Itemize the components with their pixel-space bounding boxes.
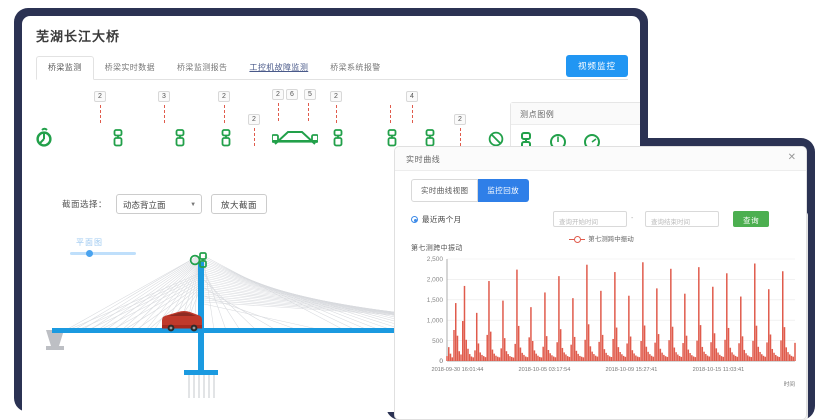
sensor-group-2b[interactable]: 2 xyxy=(218,91,232,152)
date-range-separator: - xyxy=(631,215,634,222)
plan-view-label: 平面图 xyxy=(76,238,103,247)
sensor-group-2d[interactable]: 2 xyxy=(330,91,344,152)
section-select[interactable]: 动态背立面 ▼ xyxy=(116,194,203,214)
modal-tab-group: 实时曲线视图 监控回放 xyxy=(411,179,530,202)
tab-monitor-playback[interactable]: 监控回放 xyxy=(478,179,530,202)
chart-series xyxy=(446,262,796,361)
sensor-strip: 2 3 2 xyxy=(36,89,506,154)
alarm-bell-icon[interactable] xyxy=(36,127,54,147)
sensor-group-2a[interactable]: 2 xyxy=(94,91,124,152)
sensor-icon[interactable] xyxy=(386,129,398,147)
legend-panel-title: 测点图例 xyxy=(511,103,640,125)
sensor-group-dash-a[interactable] xyxy=(384,105,398,152)
sensor-badge: 6 xyxy=(286,89,298,100)
svg-text:0: 0 xyxy=(439,358,443,365)
sensor-badge: 2 xyxy=(272,89,284,100)
svg-text:2018-09-30 16:01:44: 2018-09-30 16:01:44 xyxy=(431,367,483,373)
section-select-label: 截面选择： xyxy=(62,199,108,209)
modal-title: 实时曲线 xyxy=(406,155,441,164)
svg-text:0: 0 xyxy=(439,358,443,365)
sensor-icon[interactable] xyxy=(424,129,436,147)
query-button[interactable]: 查询 xyxy=(733,211,770,227)
modal-header: 实时曲线 ✕ xyxy=(395,147,806,171)
tab-system-alarm[interactable]: 桥梁系统报警 xyxy=(330,63,381,72)
close-icon[interactable]: ✕ xyxy=(787,152,796,163)
sensor-icon[interactable] xyxy=(174,129,186,147)
sensor-group-no-entry[interactable] xyxy=(488,129,504,152)
tab-monitoring-report[interactable]: 桥梁监测报告 xyxy=(177,63,228,72)
tab-realtime-data[interactable]: 桥梁实时数据 xyxy=(104,63,156,72)
page-title: 芜湖长江大桥 xyxy=(36,29,121,44)
video-monitor-button[interactable]: 视频监控 xyxy=(565,55,628,77)
bridge-cables-left xyxy=(65,255,199,331)
tab-bridge-monitoring[interactable]: 桥梁监测 xyxy=(36,56,94,80)
tab-ipc-fault-monitoring[interactable]: 工控机故障监测 xyxy=(249,63,309,72)
tab-realtime-curve-view[interactable]: 实时曲线视图 xyxy=(411,179,479,202)
start-time-input[interactable]: 查询开始时间 xyxy=(553,211,627,227)
pier-piles xyxy=(188,375,215,398)
pylon-sensor-icon[interactable] xyxy=(189,252,207,268)
radio-button[interactable] xyxy=(411,216,418,223)
svg-text:1,500: 1,500 xyxy=(427,297,444,304)
chart-y-axis-labels: 0 500 1,000 1,500 2,000 2,500 xyxy=(427,256,444,365)
chart-x-axis-labels: 2018-09-30 16:01:44 2018-10-05 03:17:54 20… xyxy=(431,358,744,373)
vehicle-icon xyxy=(162,311,202,332)
vibration-chart: 0 500 1,000 1,500 2,000 2,500 2018-09-30 16:0… xyxy=(427,256,796,388)
svg-text:1,000: 1,000 xyxy=(427,317,444,324)
bridge-abutment xyxy=(46,330,64,350)
sensor-badge: 3 xyxy=(158,91,170,102)
sensor-badge: 5 xyxy=(304,89,316,100)
query-row: 最近两个月 查询开始时间 - 查询结束时间 查询 xyxy=(411,211,795,231)
sensor-badge: 2 xyxy=(218,91,230,102)
no-entry-icon[interactable] xyxy=(488,129,504,147)
chart-x-axis-title: 时间 xyxy=(784,380,796,388)
sensor-icon[interactable] xyxy=(112,129,124,147)
section-select-value: 动态背立面 xyxy=(123,200,166,210)
bridge-sensor-icon[interactable] xyxy=(271,127,319,147)
svg-text:2018-10-09 15:27:41: 2018-10-09 15:27:41 xyxy=(605,367,657,373)
svg-text:2018-10-15 11:03:41: 2018-10-15 11:03:41 xyxy=(693,367,745,373)
chart-legend: 第七测跨中振动 xyxy=(395,233,806,244)
tab-bar: 桥梁监测 桥梁实时数据 桥梁监测报告 工控机故障监测 桥梁系统报警 xyxy=(36,54,628,80)
svg-text:2018-10-05 03:17:54: 2018-10-05 03:17:54 xyxy=(518,367,570,373)
slider-knob[interactable] xyxy=(86,250,93,257)
svg-text:500: 500 xyxy=(432,338,443,345)
sensor-badge: 2 xyxy=(248,114,260,125)
sensor-badge: 2 xyxy=(454,114,466,125)
pier-cap xyxy=(184,370,218,375)
sensor-badge: 2 xyxy=(330,91,342,102)
svg-text:2,000: 2,000 xyxy=(427,277,444,284)
radio-label: 最近两个月 xyxy=(422,215,462,224)
sensor-group-3[interactable]: 3 xyxy=(158,91,186,152)
chevron-down-icon: ▼ xyxy=(190,202,197,208)
recent-two-months-radio-group[interactable]: 最近两个月 xyxy=(411,214,462,225)
end-time-input[interactable]: 查询结束时间 xyxy=(645,211,719,227)
sensor-icon[interactable] xyxy=(332,129,344,147)
sensor-badge: 2 xyxy=(94,91,106,102)
realtime-curve-modal: 实时曲线 ✕ 实时曲线视图 监控回放 最近两个月 查询开始时间 - 查询结束时间… xyxy=(394,146,807,420)
plan-view-slider[interactable] xyxy=(70,250,136,257)
sensor-group-bridge[interactable]: 2 6 5 xyxy=(271,89,319,152)
legend-label: 第七测跨中振动 xyxy=(588,236,634,243)
section-toolbar: 截面选择： 动态背立面 ▼ 放大截面 xyxy=(62,194,268,214)
sensor-group-alarm[interactable] xyxy=(36,127,54,152)
legend-marker-icon xyxy=(569,236,586,244)
sensor-icon[interactable] xyxy=(220,129,232,147)
chart-title: 第七测跨中振动 xyxy=(411,245,463,252)
svg-text:2,500: 2,500 xyxy=(427,256,444,263)
sensor-group-4[interactable]: 4 xyxy=(406,91,436,152)
zoom-section-button[interactable]: 放大截面 xyxy=(211,194,268,214)
sensor-badge: 4 xyxy=(406,91,418,102)
